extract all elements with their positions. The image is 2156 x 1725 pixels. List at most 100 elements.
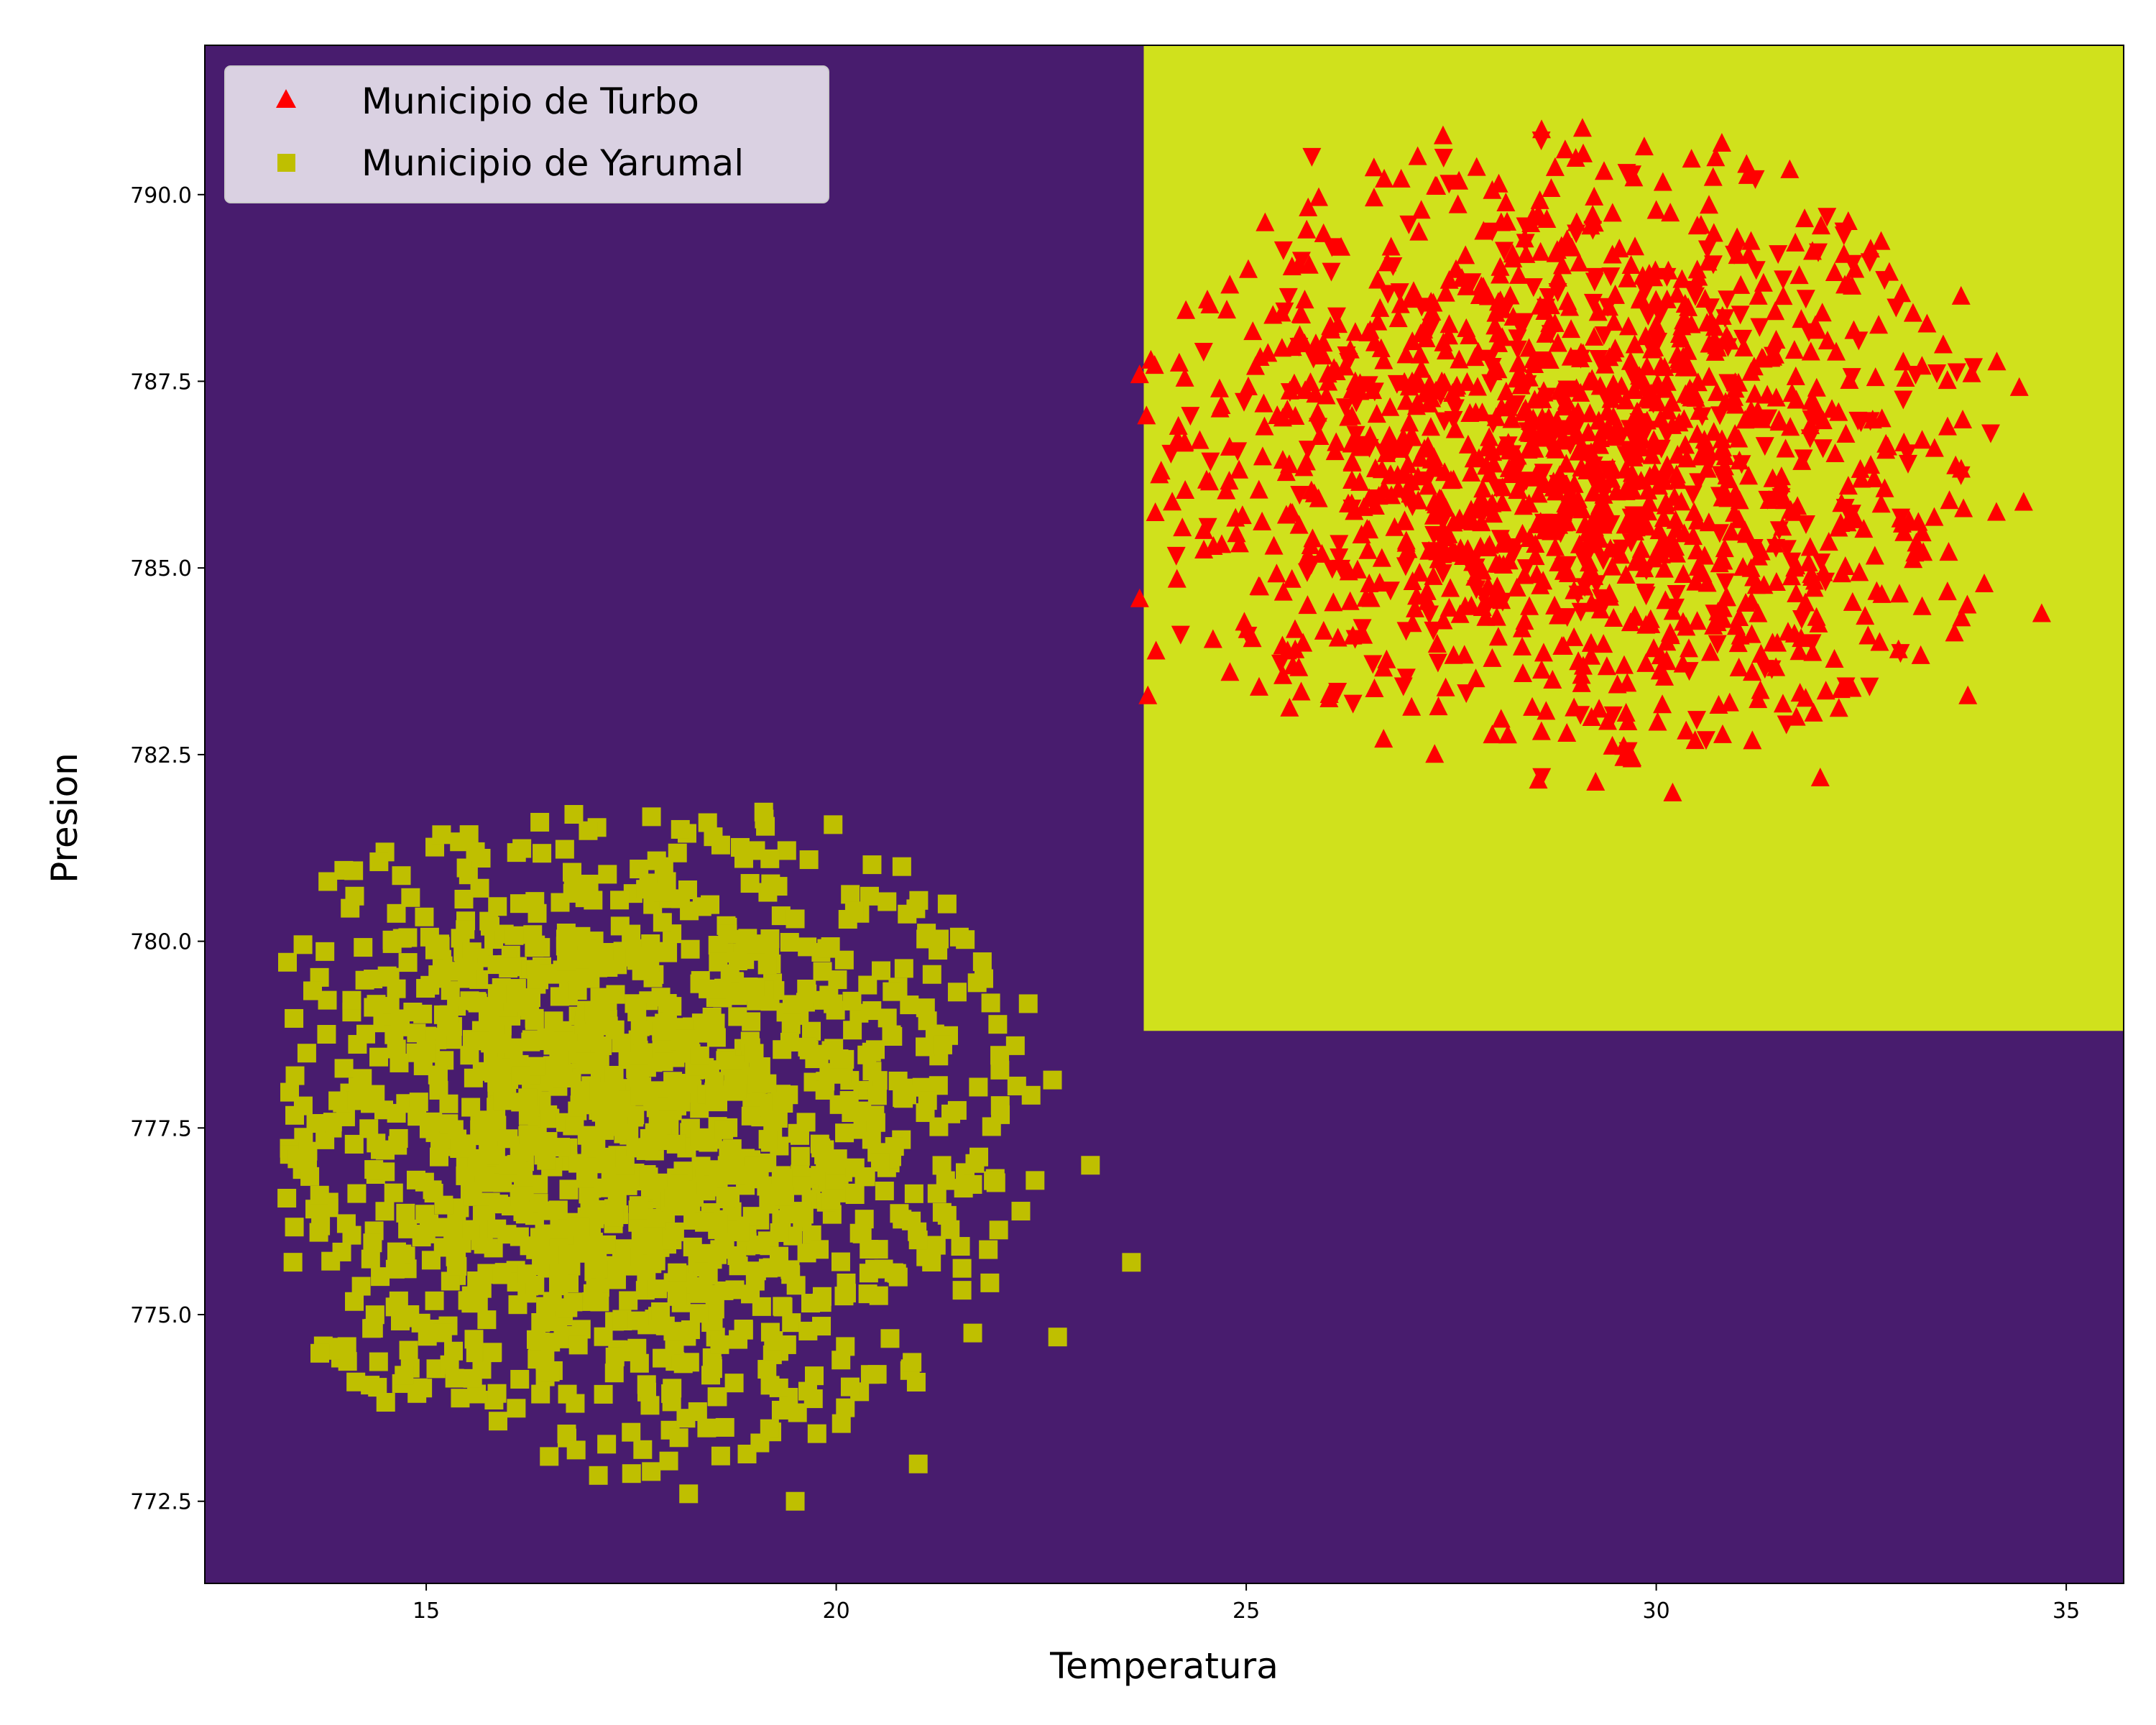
turbo-cluster-marker	[1169, 415, 1188, 435]
turbo-cluster-marker	[1396, 622, 1416, 641]
turbo-cluster-marker	[1360, 438, 1379, 458]
turbo-cluster-marker	[1746, 575, 1766, 594]
yarumal-cluster-marker	[428, 1065, 448, 1085]
turbo-cluster-marker	[1618, 742, 1638, 761]
turbo-cluster-marker	[1621, 533, 1641, 553]
turbo-cluster-marker	[1499, 551, 1519, 570]
turbo-cluster-marker	[1486, 407, 1506, 426]
yarumal-cluster-marker	[565, 1116, 584, 1136]
yarumal-cluster-marker	[653, 913, 672, 932]
turbo-point	[1130, 588, 1149, 607]
turbo-cluster-marker	[1552, 431, 1571, 450]
turbo-cluster-marker	[1796, 592, 1815, 612]
turbo-cluster-marker	[1777, 540, 1797, 559]
turbo-cluster-marker	[1792, 309, 1811, 328]
yarumal-cluster-marker	[323, 1113, 342, 1132]
yarumal-cluster-marker	[553, 1069, 572, 1088]
yarumal-cluster-marker	[812, 1317, 831, 1336]
yarumal-cluster-marker	[969, 1077, 988, 1097]
turbo-cluster-marker	[1744, 538, 1764, 558]
turbo-cluster-marker	[1717, 587, 1736, 607]
turbo-cluster-marker	[1938, 370, 1957, 390]
turbo-cluster-marker	[1501, 285, 1520, 305]
turbo-cluster-marker	[1493, 592, 1512, 612]
turbo-cluster-marker	[1603, 374, 1623, 393]
yarumal-cluster-marker	[810, 1240, 829, 1259]
turbo-cluster-marker	[1626, 552, 1645, 571]
turbo-cluster-marker	[1358, 518, 1377, 538]
yarumal-cluster-marker	[937, 894, 957, 914]
yarumal-cluster-marker	[714, 1120, 734, 1139]
turbo-cluster-marker	[1715, 456, 1734, 476]
turbo-cluster-marker	[1327, 361, 1346, 380]
turbo-cluster-marker	[1825, 649, 1844, 668]
yarumal-cluster-marker	[423, 1180, 442, 1200]
turbo-cluster-marker	[1731, 305, 1750, 325]
turbo-cluster-marker	[1945, 622, 1964, 642]
turbo-cluster-marker	[1766, 571, 1786, 591]
turbo-cluster-marker	[1653, 694, 1672, 714]
yarumal-cluster-marker	[984, 1171, 1003, 1190]
turbo-cluster-marker	[1641, 390, 1660, 409]
turbo-cluster-marker	[1579, 521, 1598, 540]
yarumal-cluster-marker	[382, 930, 402, 949]
yarumal-cluster-marker	[586, 1256, 606, 1276]
turbo-cluster-marker	[1697, 240, 1717, 259]
yarumal-cluster-marker	[900, 995, 919, 1015]
yarumal-cluster-marker	[550, 893, 570, 912]
yarumal-cluster-marker	[604, 1065, 624, 1085]
yarumal-cluster-marker	[888, 1267, 908, 1287]
turbo-cluster-marker	[1636, 653, 1656, 672]
yarumal-cluster-marker	[742, 1012, 761, 1031]
yarumal-cluster-marker	[293, 1096, 313, 1116]
turbo-cluster-marker	[1843, 254, 1862, 274]
turbo-cluster-marker	[1173, 518, 1192, 537]
turbo-point	[1572, 118, 1592, 137]
y-tick-label: 790.0	[130, 183, 192, 208]
turbo-cluster-marker	[1306, 334, 1325, 353]
turbo-cluster-marker	[1487, 479, 1506, 498]
yarumal-cluster-marker	[433, 1238, 453, 1257]
turbo-cluster-marker	[1586, 771, 1606, 791]
turbo-cluster-marker	[1272, 338, 1291, 357]
turbo-cluster-marker	[1529, 770, 1548, 789]
turbo-cluster-marker	[1491, 264, 1510, 284]
turbo-cluster-marker	[1814, 562, 1833, 581]
turbo-cluster-marker	[1493, 533, 1512, 553]
turbo-cluster-marker	[1726, 423, 1745, 443]
yarumal-cluster-marker	[680, 901, 699, 921]
turbo-point	[1302, 147, 1322, 167]
turbo-cluster-marker	[1829, 402, 1848, 421]
turbo-cluster-marker	[1849, 331, 1869, 351]
yarumal-cluster-marker	[860, 1240, 879, 1259]
yarumal-point	[908, 1454, 928, 1473]
yarumal-cluster-marker	[519, 1125, 538, 1144]
turbo-cluster-marker	[1807, 607, 1826, 626]
turbo-cluster-marker	[1548, 267, 1567, 287]
turbo-cluster-marker	[1856, 606, 1875, 625]
turbo-cluster-marker	[1548, 282, 1567, 302]
turbo-cluster-marker	[1582, 593, 1601, 612]
turbo-cluster-marker	[1539, 288, 1558, 307]
turbo-cluster-marker	[1220, 662, 1240, 681]
turbo-cluster-marker	[1545, 595, 1565, 615]
turbo-cluster-marker	[1181, 407, 1200, 426]
turbo-cluster-marker	[1746, 261, 1766, 280]
yarumal-cluster-marker	[747, 1261, 766, 1281]
turbo-cluster-marker	[1912, 596, 1932, 615]
yarumal-cluster-marker	[824, 994, 843, 1013]
turbo-cluster-marker	[1565, 627, 1584, 646]
turbo-cluster-marker	[1953, 410, 1973, 429]
yarumal-cluster-marker	[922, 965, 941, 984]
turbo-cluster-marker	[1745, 408, 1764, 428]
yarumal-point	[376, 1141, 395, 1160]
turbo-cluster-marker	[1534, 464, 1553, 483]
turbo-cluster-marker	[1713, 437, 1733, 456]
turbo-cluster-marker	[1836, 423, 1856, 443]
turbo-cluster-marker	[1674, 564, 1693, 583]
yarumal-cluster-marker	[615, 1156, 635, 1175]
turbo-cluster-marker	[1365, 382, 1384, 402]
yarumal-cluster-marker	[454, 889, 474, 908]
yarumal-cluster-marker	[345, 886, 364, 906]
turbo-cluster-marker	[1190, 430, 1210, 449]
